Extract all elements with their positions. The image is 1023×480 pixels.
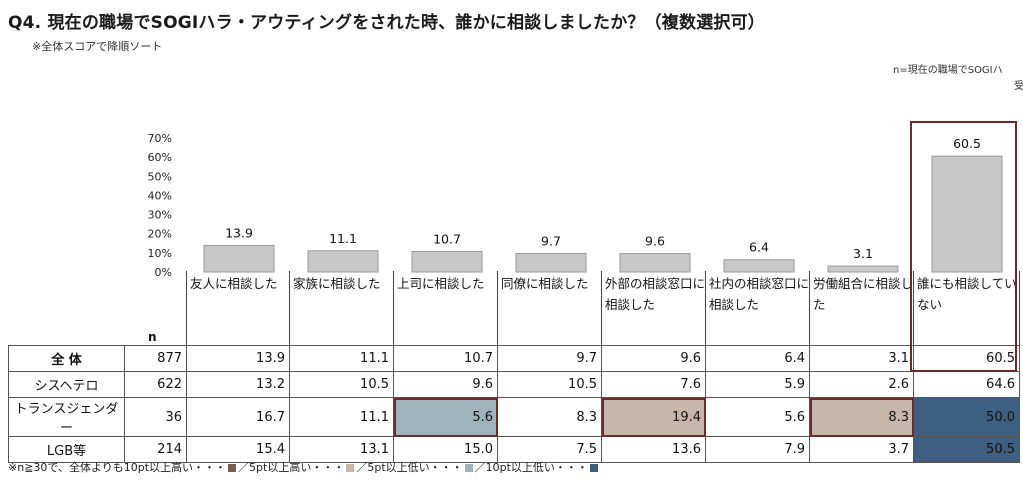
y-tick-label: 30% (148, 209, 172, 222)
table-row: シスヘテロ 622 13.2 10.5 9.6 10.5 7.6 5.9 2.6 64.6 (8, 371, 1020, 398)
sample-note: n=現在の職場でSOGIハ (893, 65, 1003, 76)
row-n: 214 (124, 436, 187, 463)
table-cell: 7.6 (601, 371, 706, 398)
table-cell: 9.6 (601, 345, 706, 372)
table-cell: 15.4 (186, 436, 290, 463)
row-label: 全 体 (8, 345, 125, 372)
table-row: トランスジェンダー 36 16.7 11.1 5.6 8.3 19.4 5.6 8.3 50.0 (8, 397, 1020, 437)
sample-note-cont: 受 (1014, 81, 1023, 92)
category-label: 社内の相談窓口に相談した (706, 271, 810, 345)
bar (723, 259, 795, 273)
bar (931, 155, 1003, 273)
table-cell: 10.5 (289, 371, 394, 398)
row-label: シスヘテロ (8, 371, 125, 398)
bar (307, 250, 379, 273)
row-n: 622 (124, 371, 187, 398)
category-label: 外部の相談窓口に相談した (602, 271, 706, 345)
sort-note: ※全体スコアで降順ソート (32, 40, 163, 53)
table-cell: 8.3 (497, 397, 602, 437)
category-label: 労働組合に相談した (810, 271, 914, 345)
row-n: 877 (124, 345, 187, 372)
table-cell: 3.7 (809, 436, 914, 463)
table-cell: 5.9 (705, 371, 810, 398)
table-cell: 50.0 (913, 397, 1020, 437)
bar (827, 265, 899, 273)
table-cell: 50.5 (913, 436, 1020, 463)
table-cell: 60.5 (913, 345, 1020, 372)
bar (203, 244, 275, 273)
row-n: 36 (124, 397, 187, 437)
y-tick-label: 40% (148, 189, 172, 202)
category-label: 家族に相談した (290, 271, 394, 345)
table-row: 全 体 877 13.9 11.1 10.7 9.7 9.6 6.4 3.1 60.5 (8, 345, 1020, 372)
table-cell: 11.1 (289, 345, 394, 372)
table-cell: 7.9 (705, 436, 810, 463)
y-tick-label: 10% (148, 247, 172, 260)
legend-higher10-swatch (228, 464, 237, 472)
table-cell: 7.5 (497, 436, 602, 463)
y-tick-label: 70% (148, 132, 172, 145)
table-cell: 64.6 (913, 371, 1020, 398)
y-tick-label: 20% (148, 228, 172, 241)
table-cell: 5.6 (705, 397, 810, 437)
highlight-frame-none (910, 121, 1017, 372)
table-cell: 19.4 (601, 397, 706, 437)
crosstab-table: 全 体 877 13.9 11.1 10.7 9.7 9.6 6.4 3.1 60.5 シスヘテロ 6… (8, 345, 1020, 463)
y-tick-label: 50% (148, 170, 172, 183)
table-cell: 13.6 (601, 436, 706, 463)
legend-lower10-swatch (589, 464, 598, 472)
table-cell: 13.2 (186, 371, 290, 398)
bar-value-label: 10.7 (433, 232, 461, 247)
legend-higher10-label: ※n≧30で、全体よりも10pt以上高い・・・ (8, 461, 227, 474)
bar-value-label: 60.5 (953, 136, 981, 151)
table-cell: 9.7 (497, 345, 602, 372)
legend-footnote: ※n≧30で、全体よりも10pt以上高い・・・ ／5pt以上高い・・・ ／5pt以上… (8, 459, 600, 475)
legend-lower5-swatch (464, 464, 473, 472)
bar-value-label: 6.4 (749, 240, 769, 255)
n-column-header: n (148, 330, 157, 344)
table-cell: 10.5 (497, 371, 602, 398)
table-cell: 6.4 (705, 345, 810, 372)
y-tick-label: 60% (148, 151, 172, 164)
table-cell: 5.6 (393, 397, 498, 437)
legend-higher5-swatch (346, 464, 355, 472)
table-cell: 9.6 (393, 371, 498, 398)
bar-value-label: 9.7 (541, 233, 561, 248)
table-cell: 13.1 (289, 436, 394, 463)
table-row: LGB等 214 15.4 13.1 15.0 7.5 13.6 7.9 3.7 50.5 (8, 436, 1020, 463)
bar-value-label: 11.1 (329, 231, 357, 246)
category-label: 同僚に相談した (498, 271, 602, 345)
bar-value-label: 3.1 (853, 246, 873, 261)
table-cell: 2.6 (809, 371, 914, 398)
table-cell: 13.9 (186, 345, 290, 372)
table-cell: 8.3 (809, 397, 914, 437)
category-label: 上司に相談した (394, 271, 498, 345)
row-label: LGB等 (8, 436, 125, 463)
row-label: トランスジェンダー (8, 397, 125, 437)
category-label: 友人に相談した (186, 271, 290, 345)
bar (619, 253, 691, 273)
y-tick-label: 0% (155, 266, 172, 279)
bar-value-label: 9.6 (645, 234, 665, 249)
bar (411, 251, 483, 273)
table-cell: 11.1 (289, 397, 394, 437)
bar (515, 252, 587, 273)
legend-lower10-label: ／10pt以上低い・・・ (474, 461, 588, 474)
legend-higher5-label: ／5pt以上高い・・・ (238, 461, 345, 474)
table-cell: 16.7 (186, 397, 290, 437)
category-label: 誰にも相談していない (914, 271, 1020, 345)
bar-value-label: 13.9 (225, 225, 253, 240)
table-cell: 10.7 (393, 345, 498, 372)
legend-lower5-label: ／5pt以上低い・・・ (356, 461, 463, 474)
page-title: Q4. 現在の職場でSOGIハラ・アウティングをされた時、誰かに相談しましたか？… (8, 13, 766, 33)
table-cell: 3.1 (809, 345, 914, 372)
